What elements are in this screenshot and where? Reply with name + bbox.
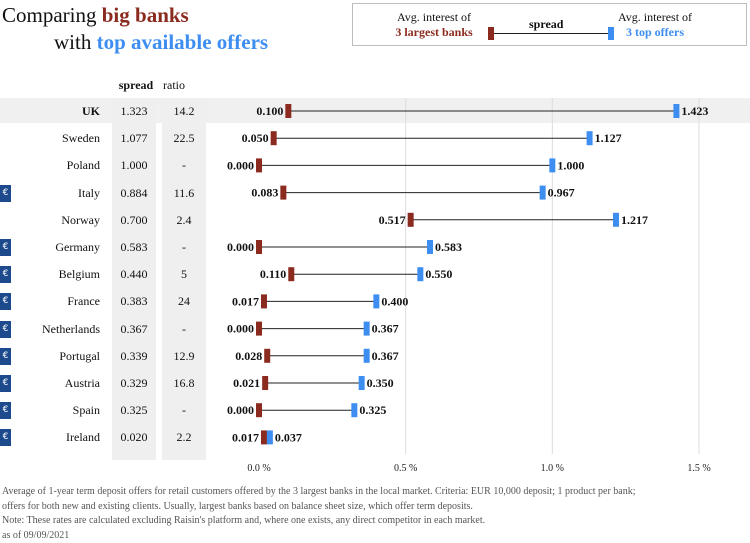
footnote: Average of 1-year term deposit offers fo… <box>2 485 742 543</box>
top-offers-value-label: 1.217 <box>621 213 648 227</box>
top-offers-value-label: 0.400 <box>381 294 408 308</box>
top-offers-value-label: 1.423 <box>681 104 708 118</box>
top-offers-marker <box>417 267 423 281</box>
big-banks-marker <box>280 186 286 200</box>
top-offers-value-label: 0.583 <box>435 240 462 254</box>
big-banks-value-label: 0.100 <box>256 104 283 118</box>
top-offers-marker <box>373 294 379 308</box>
footnote-line-2: offers for both new and existing clients… <box>2 500 742 515</box>
top-offers-value-label: 0.350 <box>367 376 394 390</box>
footnote-line-3: Note: These rates are calculated excludi… <box>2 514 742 529</box>
top-offers-marker <box>359 376 365 390</box>
top-offers-value-label: 0.550 <box>425 267 452 281</box>
x-tick-label: 1.5 % <box>687 463 710 474</box>
big-banks-value-label: 0.050 <box>242 131 269 145</box>
big-banks-value-label: 0.083 <box>251 186 278 200</box>
big-banks-marker <box>271 131 277 145</box>
top-offers-marker <box>427 240 433 254</box>
big-banks-marker <box>256 322 262 336</box>
big-banks-value-label: 0.017 <box>232 430 259 444</box>
top-offers-value-label: 1.000 <box>557 158 584 172</box>
big-banks-value-label: 0.028 <box>235 349 262 363</box>
big-banks-value-label: 0.517 <box>379 213 406 227</box>
big-banks-marker <box>288 267 294 281</box>
big-banks-value-label: 0.110 <box>260 267 286 281</box>
top-offers-value-label: 0.367 <box>372 322 399 336</box>
top-offers-value-label: 0.037 <box>275 430 302 444</box>
top-offers-marker <box>267 430 273 444</box>
x-tick-label: 1.0 % <box>541 463 564 474</box>
big-banks-marker <box>256 158 262 172</box>
top-offers-marker <box>673 104 679 118</box>
top-offers-marker <box>540 186 546 200</box>
footnote-date: as of 09/09/2021 <box>2 529 742 543</box>
top-offers-marker <box>587 131 593 145</box>
top-offers-marker <box>364 349 370 363</box>
top-offers-marker <box>351 403 357 417</box>
big-banks-value-label: 0.017 <box>232 294 259 308</box>
big-banks-marker <box>256 240 262 254</box>
top-offers-value-label: 1.127 <box>595 131 622 145</box>
top-offers-marker <box>613 213 619 227</box>
top-offers-marker <box>364 322 370 336</box>
top-offers-value-label: 0.325 <box>359 403 386 417</box>
big-banks-marker <box>262 376 268 390</box>
big-banks-marker <box>256 403 262 417</box>
big-banks-value-label: 0.000 <box>227 322 254 336</box>
big-banks-value-label: 0.000 <box>227 158 254 172</box>
top-offers-value-label: 0.367 <box>372 349 399 363</box>
big-banks-marker <box>264 349 270 363</box>
x-tick-label: 0.5 % <box>394 463 417 474</box>
footnote-line-1: Average of 1-year term deposit offers fo… <box>2 485 742 500</box>
top-offers-value-label: 0.967 <box>548 186 575 200</box>
big-banks-marker <box>285 104 291 118</box>
big-banks-marker <box>261 294 267 308</box>
big-banks-marker <box>261 430 267 444</box>
big-banks-value-label: 0.000 <box>227 240 254 254</box>
big-banks-value-label: 0.000 <box>227 403 254 417</box>
top-offers-marker <box>549 158 555 172</box>
big-banks-marker <box>408 213 414 227</box>
big-banks-value-label: 0.021 <box>233 376 260 390</box>
x-tick-label: 0.0 % <box>247 463 270 474</box>
